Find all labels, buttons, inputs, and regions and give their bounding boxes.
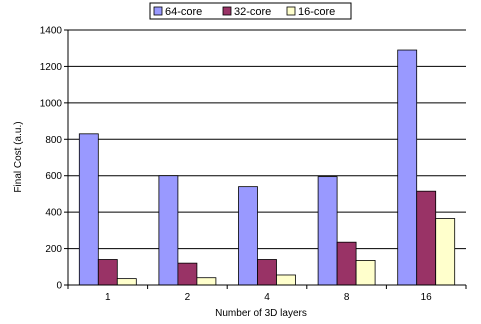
bar-64-core-1 [79,134,98,285]
bar-64-core-16 [398,50,417,285]
bar-32-core-16 [417,191,436,285]
bar-64-core-2 [159,176,178,285]
y-tick-label: 400 [45,208,62,219]
x-tick-label: 1 [105,292,111,303]
bar-16-core-16 [436,219,455,285]
bar-32-core-8 [337,242,356,285]
y-tick-label: 600 [45,171,62,182]
bar-32-core-2 [178,263,197,285]
bar-16-core-1 [117,279,136,285]
bar-32-core-1 [98,260,117,286]
y-tick-label: 200 [45,244,62,255]
bars [79,50,454,285]
bar-16-core-2 [197,278,216,285]
y-tick-label: 800 [45,135,62,146]
bar-16-core-8 [356,260,375,285]
y-tick-labels: 0 200 400 600 800 1000 1200 1400 [40,26,63,292]
y-tick-label: 1000 [40,98,63,109]
y-axis-title: Final Cost (a.u.) [13,121,24,192]
bar-16-core-4 [277,275,296,285]
x-tick-label: 2 [185,292,191,303]
x-axis-title: Number of 3D layers [215,308,307,319]
legend-label-32-core: 32-core [234,6,271,18]
x-tick-label: 16 [421,292,433,303]
legend-swatch-16-core [287,7,295,15]
legend-label-64-core: 64-core [165,6,202,18]
y-tick-label: 1400 [40,26,63,37]
bar-32-core-4 [258,260,277,286]
x-tick-label: 8 [344,292,350,303]
legend: 64-core 32-core 16-core [150,3,351,19]
y-tick-label: 1200 [40,62,63,73]
x-tick-labels: 1 2 4 8 16 [68,285,466,303]
legend-swatch-32-core [223,7,231,15]
legend-swatch-64-core [154,7,162,15]
bar-64-core-4 [239,187,258,285]
y-tick-label: 0 [56,281,62,292]
legend-label-16-core: 16-core [298,6,335,18]
x-tick-label: 4 [264,292,270,303]
bar-64-core-8 [318,177,337,285]
